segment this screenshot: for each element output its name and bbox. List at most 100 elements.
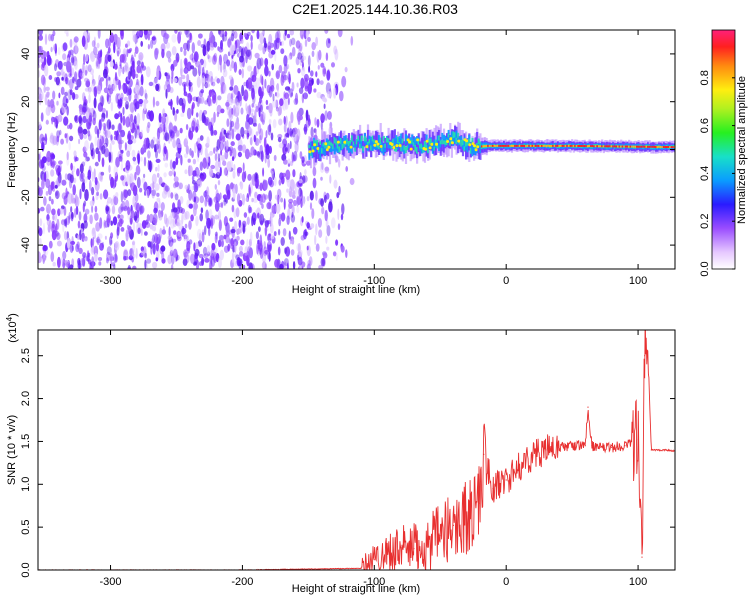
noise-blob [43, 51, 48, 58]
signal-cell [455, 137, 458, 145]
signal-cell [374, 140, 377, 147]
noise-blob [91, 186, 95, 196]
noise-blob [150, 39, 154, 49]
noise-blob [128, 91, 132, 102]
bottom-frame [37, 329, 676, 571]
noise-blob [178, 31, 182, 36]
noise-blob [151, 189, 157, 197]
noise-blob [340, 245, 345, 253]
noise-blob [280, 197, 284, 203]
noise-blob [144, 231, 148, 236]
noise-blob [88, 115, 92, 124]
noise-blob [46, 50, 50, 59]
signal-cell [412, 142, 415, 147]
noise-blob [61, 76, 64, 81]
noise-blob [329, 198, 333, 206]
noise-blob [156, 192, 160, 197]
noise-blob [237, 144, 243, 152]
noise-blob [259, 32, 265, 45]
noise-blob [72, 184, 76, 196]
noise-blob [292, 127, 298, 135]
noise-blob [136, 202, 140, 213]
noise-blob [180, 58, 183, 70]
noise-blob [78, 138, 81, 145]
snr-data-point [386, 550, 389, 552]
noise-blob [276, 196, 280, 204]
noise-blob [298, 178, 303, 184]
noise-blob [72, 92, 76, 101]
noise-blob [68, 73, 73, 78]
noise-blob [56, 100, 59, 106]
noise-blob [264, 57, 269, 67]
noise-blob [301, 156, 305, 164]
noise-blob [99, 138, 102, 150]
signal-peak [499, 144, 503, 147]
noise-blob [45, 191, 49, 196]
noise-blob [140, 205, 145, 214]
noise-blob [62, 42, 68, 52]
noise-blob [84, 77, 89, 83]
noise-blob [232, 188, 236, 200]
noise-blob [283, 32, 287, 41]
noise-blob [99, 95, 105, 107]
noise-blob [143, 181, 148, 192]
signal-peak [566, 144, 569, 147]
noise-blob [99, 193, 103, 200]
noise-blob [185, 80, 189, 87]
noise-blob [208, 227, 211, 237]
signal-cell [450, 137, 453, 144]
noise-blob [156, 197, 161, 202]
noise-blob [57, 114, 63, 123]
signal-peak [468, 143, 472, 147]
noise-blob [345, 166, 349, 172]
noise-blob [266, 241, 272, 253]
noise-blob [256, 30, 260, 40]
noise-blob [283, 198, 286, 210]
noise-blob [134, 46, 139, 54]
signal-peak [561, 144, 564, 147]
noise-blob [306, 245, 309, 251]
noise-blob [328, 201, 333, 213]
y-tick-label: -40 [20, 237, 32, 253]
noise-blob [214, 201, 220, 212]
noise-blob [322, 66, 327, 77]
signal-cell [308, 150, 311, 160]
noise-blob [154, 47, 159, 56]
noise-blob [159, 227, 163, 240]
signal-cell [343, 142, 346, 148]
noise-blob [90, 238, 93, 248]
noise-blob [156, 140, 161, 149]
noise-blob [176, 143, 182, 148]
signal-cell [466, 142, 469, 153]
noise-blob [291, 238, 295, 245]
noise-blob [96, 191, 99, 196]
noise-blob [103, 123, 107, 132]
noise-blob [243, 32, 248, 38]
noise-blob [163, 156, 166, 162]
noise-blob [163, 172, 167, 178]
signal-cell [368, 139, 371, 144]
noise-blob [122, 115, 126, 126]
signal-peak [667, 146, 670, 148]
noise-blob [129, 248, 133, 256]
noise-blob [111, 205, 116, 215]
noise-blob [210, 164, 216, 170]
noise-blob [138, 52, 144, 61]
noise-blob [171, 46, 177, 56]
signal-cell [398, 136, 401, 148]
signal-cell [414, 145, 417, 152]
noise-blob [121, 53, 127, 64]
noise-blob [213, 54, 216, 61]
signal-cell [333, 147, 336, 155]
noise-blob [193, 196, 196, 204]
noise-blob [103, 87, 109, 94]
signal-peak [637, 145, 640, 148]
noise-blob [191, 175, 195, 181]
signal-cell [330, 145, 333, 153]
noise-blob [289, 88, 293, 98]
noise-blob [302, 66, 306, 72]
noise-blob [280, 212, 286, 222]
noise-blob [215, 247, 218, 254]
noise-blob [68, 89, 72, 101]
noise-blob [244, 170, 247, 179]
